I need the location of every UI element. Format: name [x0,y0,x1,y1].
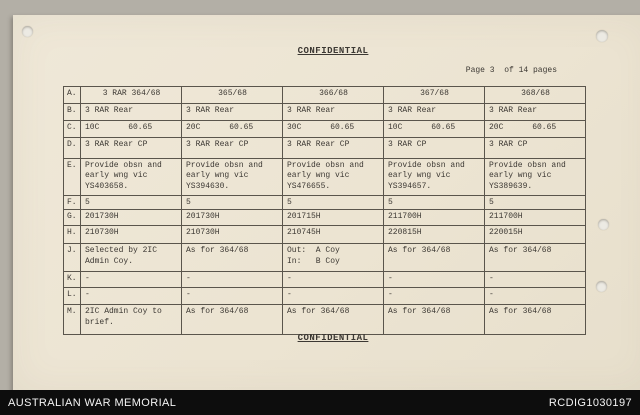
classification-footer: CONFIDENTIAL [297,333,369,343]
table-row: F. 5 5 5 5 5 [63,194,586,211]
table-cell: 3 RAR Rear [383,103,485,121]
table-cell: As for 364/68 [484,243,586,273]
row-label: A. [63,86,81,104]
table-cell: 20C 60.65 [181,120,283,138]
archive-footer-bar: AUSTRALIAN WAR MEMORIAL RCDIG1030197 [0,390,640,415]
table-cell: 211700H [383,209,485,227]
schedule-table-body: A. 3 RAR 364/68 365/68 366/68 367/68 368/68 B.… [63,86,586,336]
table-cell: - [383,271,485,289]
table-row: G. 201730H 201730H 201715H 211700H 211700H [63,209,586,227]
table-cell: As for 364/68 [282,304,384,336]
table-cell: 3 RAR Rear [484,103,586,121]
table-row: L. - - - - - [63,287,586,306]
table-cell: As for 364/68 [383,304,485,336]
table-cell: 210745H [282,225,384,245]
schedule-table: A. 3 RAR 364/68 365/68 366/68 367/68 368/68 B.… [63,86,586,336]
table-cell: Provide obsn and early wng vic YS389639. [484,158,586,196]
punch-hole [596,30,608,42]
table-cell: Provide obsn and early wng vic YS394657. [383,158,485,196]
table-cell: Provide obsn and early wng vic YS394630. [181,158,283,196]
archive-reference-id: RCDIG1030197 [548,396,632,409]
table-cell: As for 364/68 [181,304,283,336]
table-cell: 211700H [484,209,586,227]
table-cell: 367/68 [383,86,485,104]
table-cell: - [80,271,182,289]
row-label: J. [63,243,81,273]
table-cell: 3 RAR Rear [181,103,283,121]
table-cell: 3 RAR CP [484,137,586,159]
table-cell: 10C 60.65 [383,120,485,138]
table-row: C. 10C 60.65 20C 60.65 30C 60.65 10C 60.65 20… [63,120,586,138]
row-label: E. [63,158,81,196]
table-cell: - [181,271,283,289]
table-cell: 220815H [383,225,485,245]
table-cell: 5 [484,194,586,211]
table-row: D. 3 RAR Rear CP 3 RAR Rear CP 3 RAR Rear C… [63,137,586,159]
table-row: E. Provide obsn and early wng vic YS40365… [63,158,586,196]
table-cell: 2IC Admin Coy to brief. [80,304,182,336]
row-label: M. [63,304,81,336]
table-cell: 30C 60.65 [282,120,384,138]
table-cell: 10C 60.65 [80,120,182,138]
table-cell: - [181,287,283,306]
table-cell: 201715H [282,209,384,227]
table-cell: 368/68 [484,86,586,104]
punch-hole [596,281,607,292]
table-cell: - [484,271,586,289]
row-label: L. [63,287,81,306]
table-cell: 220015H [484,225,586,245]
table-cell: Out: A Coy In: B Coy [282,243,384,273]
table-cell: 201730H [181,209,283,227]
table-cell: Selected by 2IC Admin Coy. [80,243,182,273]
table-row: H. 210730H 210730H 210745H 220815H 220015H [63,225,586,245]
table-cell: 5 [80,194,182,211]
table-cell: Provide obsn and early wng vic YS403658. [80,158,182,196]
table-cell: - [282,287,384,306]
table-cell: 201730H [80,209,182,227]
table-cell: 3 RAR Rear [282,103,384,121]
table-cell: - [80,287,182,306]
table-row: A. 3 RAR 364/68 365/68 366/68 367/68 368/68 [63,86,586,104]
page-number-label: Page 3 of 14 pages [465,66,557,75]
punch-hole [598,219,609,230]
table-cell: 5 [282,194,384,211]
table-cell: 210730H [181,225,283,245]
table-row: B. 3 RAR Rear 3 RAR Rear 3 RAR Rear 3 RAR Re… [63,103,586,121]
table-cell: 3 RAR Rear CP [80,137,182,159]
table-row: J. Selected by 2IC Admin Coy. As for 364/6… [63,243,586,273]
table-cell: 210730H [80,225,182,245]
row-label: C. [63,120,81,138]
table-cell: Provide obsn and early wng vic YS476655. [282,158,384,196]
table-cell: As for 364/68 [181,243,283,273]
table-cell: As for 364/68 [383,243,485,273]
row-label: B. [63,103,81,121]
row-label: F. [63,194,81,211]
table-cell: As for 364/68 [484,304,586,336]
scanned-page: CONFIDENTIAL Page 3 of 14 pages A. 3 RAR … [13,15,640,392]
row-label: H. [63,225,81,245]
row-label: K. [63,271,81,289]
table-cell: 366/68 [282,86,384,104]
table-cell: 3 RAR 364/68 [80,86,182,104]
table-cell: 5 [383,194,485,211]
row-label: G. [63,209,81,227]
table-cell: 365/68 [181,86,283,104]
table-cell: 3 RAR Rear CP [181,137,283,159]
row-label: D. [63,137,81,159]
table-cell: - [282,271,384,289]
table-cell: 3 RAR Rear CP [282,137,384,159]
table-cell: 3 RAR Rear [80,103,182,121]
table-cell: 3 RAR CP [383,137,485,159]
table-cell: - [484,287,586,306]
classification-header: CONFIDENTIAL [297,46,369,56]
table-cell: 20C 60.65 [484,120,586,138]
punch-hole [22,26,33,37]
archive-name: AUSTRALIAN WAR MEMORIAL [8,396,177,409]
table-row: M. 2IC Admin Coy to brief. As for 364/68 As… [63,304,586,336]
table-row: K. - - - - - [63,271,586,289]
table-cell: - [383,287,485,306]
table-cell: 5 [181,194,283,211]
